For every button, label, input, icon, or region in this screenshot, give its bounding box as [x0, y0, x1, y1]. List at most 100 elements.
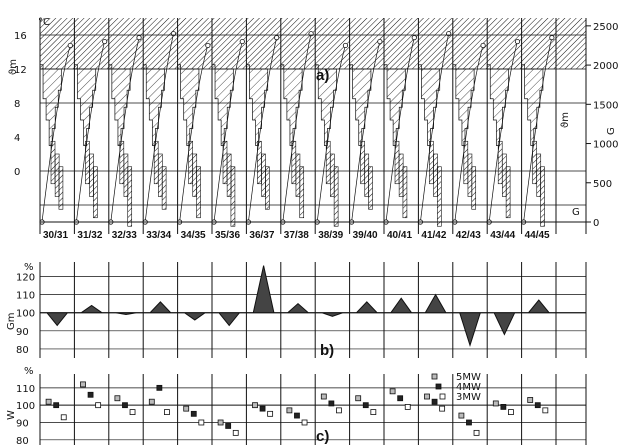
panel-a-g-curve — [179, 45, 209, 223]
panel-a-g-curve — [110, 37, 140, 223]
panel-a-bar — [540, 166, 545, 227]
panel-a-bar — [265, 166, 270, 210]
panel-a-left-tick-label: 4 — [14, 133, 20, 144]
panel-a-season-label: 44/45 — [525, 230, 550, 241]
panel-a-bar — [333, 166, 339, 227]
panel-a-season-labels: 30/31 31/32 32/33 33/34 34/35 35/36 36/37 37/38… — [43, 230, 550, 241]
panel-a-bar — [467, 153, 473, 197]
panel-c-point — [301, 419, 308, 426]
panel-c-unit: % — [24, 366, 34, 377]
panel-a-bar — [89, 153, 94, 197]
panel-a-bar — [161, 166, 167, 210]
panel-a-g-curve — [76, 41, 106, 223]
panel-c-point — [232, 429, 239, 436]
panel-b-tick-label: 90 — [16, 327, 29, 338]
panel-a-bar — [502, 153, 507, 197]
panel-b-ylabel: Gm — [6, 313, 17, 331]
panel-a-bar — [54, 153, 60, 197]
panel-a-g-curve — [248, 37, 278, 223]
panel-a-bar — [330, 153, 335, 197]
panel-a-g-curve — [420, 33, 450, 223]
panel-a-bar — [433, 153, 438, 197]
panel-a-curve-end — [342, 42, 349, 49]
panel-a-bar — [261, 153, 266, 197]
panel-c-point — [198, 419, 205, 426]
panel-c-point — [466, 419, 472, 426]
panel-c-legend-marker — [431, 373, 438, 380]
panel-c-point — [114, 395, 121, 402]
panel-a-season-label: 37/38 — [284, 230, 309, 241]
panel-c-point — [431, 398, 438, 405]
panel-a-season-label: 42/43 — [456, 230, 481, 241]
panel-c-point — [148, 398, 155, 405]
panel-c-point — [122, 402, 128, 409]
panel-a-curve-end — [514, 38, 521, 45]
panel-c-point — [164, 409, 170, 415]
panel-b-ticks: 120 110 100 90 80 — [16, 272, 35, 355]
panel-c-point — [80, 381, 86, 388]
panel-a-bar — [437, 166, 442, 227]
panel-c-point — [328, 400, 335, 407]
panel-a-bar — [196, 166, 201, 219]
panel-c-legend-label: 5MW — [456, 372, 481, 383]
panel-a-season-label: 30/31 — [43, 230, 68, 241]
panel-b-tick-label: 80 — [16, 345, 29, 356]
panel-a-right-tick-label: 2500 — [593, 22, 618, 33]
panel-c-tick-label: 90 — [16, 418, 29, 429]
panel-c-point — [355, 395, 362, 402]
panel-a-temperature-block — [418, 64, 441, 146]
panel-a-right-tick-label: 2000 — [593, 61, 618, 72]
panel-c-ticks: 110 100 90 80 — [16, 384, 35, 445]
panel-a-g-curve — [351, 41, 381, 223]
panel-c-point — [252, 402, 258, 409]
panel-a-bar — [93, 166, 98, 219]
panel-a-g-curve — [213, 41, 243, 223]
panel-b-grid — [39, 262, 587, 358]
panel-a-season-label: 33/34 — [146, 230, 171, 241]
panel-a-season-label: 43/44 — [490, 230, 515, 241]
panel-c-point — [389, 388, 396, 395]
panel-a-left-tick-label: 12 — [14, 65, 27, 76]
panel-c-ylabel: W — [6, 410, 17, 420]
panel-a-bar — [536, 153, 542, 197]
panel-a-curve-end — [67, 42, 73, 49]
panel-a-right-tick-label: 1500 — [593, 100, 618, 111]
panel-c-point — [500, 404, 507, 410]
panel-a-top-band — [40, 18, 586, 69]
panel-c-point — [217, 419, 224, 426]
panel-a-bar — [123, 153, 129, 197]
panel-c-points — [45, 381, 549, 436]
panel-c-point — [320, 393, 327, 400]
panel-a-ylabel: ϑm — [8, 59, 19, 75]
panel-c-point — [156, 384, 163, 391]
panel-a-right-tick-label: 1000 — [593, 140, 618, 151]
panel-a-curve-end — [239, 38, 245, 45]
panel-c-point — [225, 423, 232, 429]
panel-b-unit: % — [24, 262, 34, 273]
panel-c-point — [424, 393, 430, 400]
panel-c-tick-label: 80 — [16, 436, 29, 445]
panel-a-bar — [299, 166, 305, 219]
panel-a-g-curve — [523, 37, 553, 223]
panel-c-point — [129, 409, 136, 415]
panel-c-point — [267, 410, 274, 417]
panel-c-point — [362, 402, 369, 409]
panel-a-marks — [39, 18, 586, 227]
panel-a-curve-end — [274, 35, 280, 41]
panel-a-g-curve — [385, 37, 415, 223]
panel-a-bar — [127, 166, 133, 227]
panel-a-bar — [230, 166, 236, 227]
panel-a-g-curve — [454, 45, 484, 223]
panel-a-season-label: 32/33 — [112, 230, 137, 241]
panel-a-bar — [368, 166, 373, 210]
panel-a-curve-end — [136, 35, 142, 41]
panel-a-right-label: G — [606, 127, 617, 135]
panel-a-grid — [39, 18, 587, 234]
panel-a-unit: °C — [38, 17, 50, 28]
panel-a-left-tick-label: 16 — [14, 31, 27, 42]
panel-a-season-label: 38/39 — [318, 230, 343, 241]
panel-c-point — [439, 405, 446, 412]
